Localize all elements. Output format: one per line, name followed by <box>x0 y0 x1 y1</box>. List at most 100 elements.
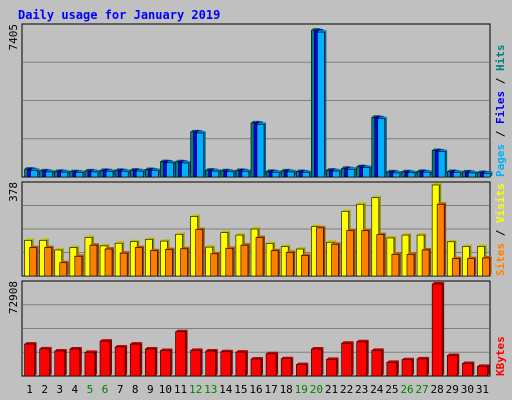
x-tick-label: 1 <box>26 383 33 396</box>
bar-front <box>45 171 53 178</box>
x-tick-label: 20 <box>310 383 323 396</box>
bar-pages-24 <box>377 116 387 178</box>
bar-top <box>100 243 110 246</box>
bar-side <box>64 349 67 376</box>
bar-sites-15 <box>240 243 250 277</box>
bar-front <box>311 348 322 377</box>
bar-pages-8 <box>135 169 146 178</box>
bar-side <box>51 245 54 276</box>
bar-sites-7 <box>119 251 130 277</box>
bar-top <box>332 169 342 172</box>
side-legend-1: Pages / Files / Hits <box>494 45 507 178</box>
x-tick-label: 30 <box>461 383 474 396</box>
bar-top <box>362 165 372 168</box>
bar-kbytes-29 <box>446 353 460 377</box>
bar-side <box>276 351 279 376</box>
bar-pages-29 <box>452 170 463 178</box>
bar-side <box>188 161 191 177</box>
side-legend-part: KBytes <box>494 336 507 376</box>
bar-top <box>341 341 354 344</box>
bar-top <box>180 246 190 249</box>
y-max-label: 7405 <box>7 24 20 51</box>
bar-front <box>483 173 491 178</box>
bar-front <box>401 359 413 377</box>
bar-top <box>24 342 37 345</box>
bar-top <box>356 339 369 342</box>
x-tick-label: 8 <box>132 383 139 396</box>
bar-top <box>205 245 215 248</box>
bar-top <box>361 228 371 231</box>
bar-side <box>203 131 206 177</box>
bar-pages-3 <box>60 170 70 178</box>
bar-side <box>247 243 250 276</box>
bar-front <box>332 170 340 178</box>
bar-front <box>30 170 38 178</box>
bar-front <box>271 172 280 178</box>
bar-front <box>210 253 219 277</box>
bar-kbytes-5 <box>84 350 97 377</box>
bar-side <box>278 248 281 276</box>
bar-side <box>413 252 416 276</box>
bar-side <box>353 228 356 276</box>
bar-side <box>384 116 387 177</box>
bar-front <box>280 358 292 377</box>
bar-side <box>321 346 324 376</box>
x-tick-label: 17 <box>264 383 277 396</box>
bar-front <box>362 167 370 178</box>
bar-pages-9 <box>151 168 161 178</box>
bar-pages-10 <box>166 160 176 178</box>
bar-front <box>104 248 113 277</box>
x-tick-label: 3 <box>56 383 63 396</box>
bar-top <box>326 240 336 243</box>
bar-sites-31 <box>482 255 492 277</box>
bar-front <box>190 350 201 377</box>
bar-front <box>29 247 37 277</box>
bar-kbytes-16 <box>250 356 263 377</box>
bar-front <box>241 171 250 178</box>
bar-kbytes-15 <box>235 350 248 377</box>
bar-sites-17 <box>270 248 281 277</box>
bar-front <box>301 172 310 178</box>
bar-top <box>220 230 230 233</box>
bar-top <box>346 228 356 231</box>
bar-front <box>105 171 114 178</box>
bar-front <box>468 172 476 178</box>
x-tick-label: 23 <box>355 383 368 396</box>
bar-kbytes-2 <box>39 346 52 377</box>
bar-top <box>136 169 146 172</box>
bar-top <box>121 169 131 172</box>
bar-top <box>432 282 445 284</box>
side-legend-3: KBytes <box>494 336 507 376</box>
bar-front <box>151 170 159 178</box>
bar-side <box>279 170 282 177</box>
bar-top <box>287 169 297 172</box>
bar-side <box>200 348 203 376</box>
bar-side <box>475 170 478 177</box>
bar-top <box>130 239 140 242</box>
bar-front <box>376 234 385 277</box>
bar-front <box>265 353 277 377</box>
bar-top <box>181 161 191 164</box>
bar-side <box>354 167 357 177</box>
bar-front <box>225 248 234 277</box>
bar-front <box>285 252 294 277</box>
bar-top <box>462 361 475 364</box>
bar-sites-22 <box>346 228 356 277</box>
bar-side <box>381 348 384 376</box>
bar-top <box>220 349 233 352</box>
bar-top <box>271 248 281 251</box>
bar-top <box>240 243 250 246</box>
x-axis: 1 2 3 4 5 6 7 8 9 10 11 12 13 14 15 16 17 18 19 20 21 22 23 24 2… <box>26 383 489 396</box>
bar-side <box>217 251 220 276</box>
bar-kbytes-26 <box>401 357 414 377</box>
bar-top <box>462 244 472 247</box>
x-tick-label: 7 <box>117 383 124 396</box>
chart-panels: 7405 378 72908 <box>7 23 493 377</box>
x-tick-label: 2 <box>41 383 48 396</box>
bar-front <box>326 359 337 377</box>
bar-sites-1 <box>29 245 39 277</box>
bar-sites-25 <box>391 252 401 277</box>
bar-top <box>74 254 84 257</box>
bar-sites-18 <box>285 250 296 277</box>
bar-top <box>211 169 221 172</box>
